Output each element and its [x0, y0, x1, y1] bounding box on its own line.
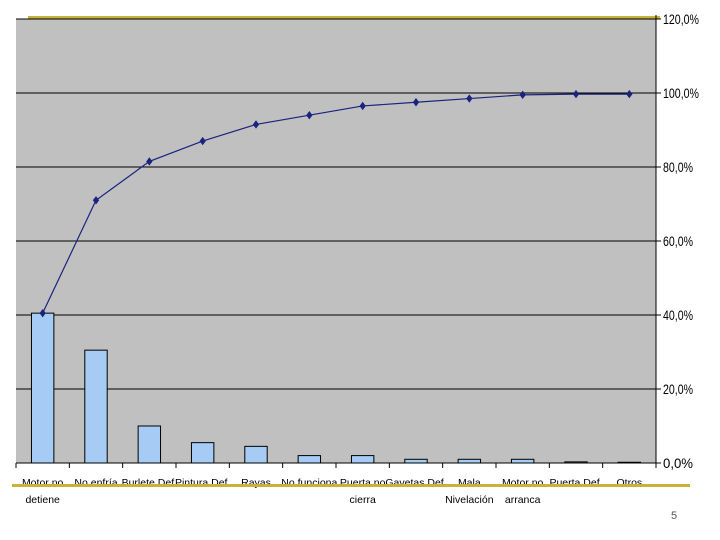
y-tick-label: 120,0% [663, 11, 699, 27]
y-tick-label: 20,0% [663, 381, 693, 397]
bar [85, 350, 107, 463]
category-label: No funciona [281, 477, 337, 489]
bar [511, 459, 533, 463]
category-labels: Motor no detiene No enfría Burlete Def.Pint… [22, 477, 642, 506]
y-tick-labels: 0,0% 20,0% 40,0% 60,0% 80,0% 100,0% 120,0% [663, 11, 699, 471]
bar [405, 459, 427, 463]
y-tick-label: 60,0% [663, 233, 693, 249]
bar [298, 456, 320, 463]
category-label: Mala [458, 477, 481, 489]
category-label: Motor no [502, 477, 544, 489]
category-label: Rayas [241, 477, 271, 489]
category-label: Nivelación [445, 494, 494, 506]
bar [458, 459, 480, 463]
category-label: arranca [505, 494, 541, 506]
category-label: cierra [350, 494, 376, 506]
category-label: Puerta no [340, 477, 386, 489]
category-label: Otros [616, 477, 642, 489]
category-label: detiene [25, 494, 60, 506]
bar [191, 443, 213, 463]
bar [138, 426, 160, 463]
bar [245, 446, 267, 463]
category-label: No enfría [74, 477, 117, 489]
category-label: Gavetas Def. [385, 477, 446, 489]
y-tick-label: 40,0% [663, 307, 693, 323]
category-label: Pintura Def. [175, 477, 230, 489]
bar [31, 313, 53, 463]
bar [351, 456, 373, 463]
category-label: Motor no [22, 477, 64, 489]
category-label: Puerta Def. [549, 477, 602, 489]
y-tick-label: 100,0% [663, 85, 699, 101]
page-number: 5 [664, 510, 684, 522]
bottom-accent-line [12, 484, 690, 487]
y-tick-label: 80,0% [663, 159, 693, 175]
category-label: Burlete Def. [122, 477, 177, 489]
y-tick-label: 0,0% [663, 455, 693, 471]
